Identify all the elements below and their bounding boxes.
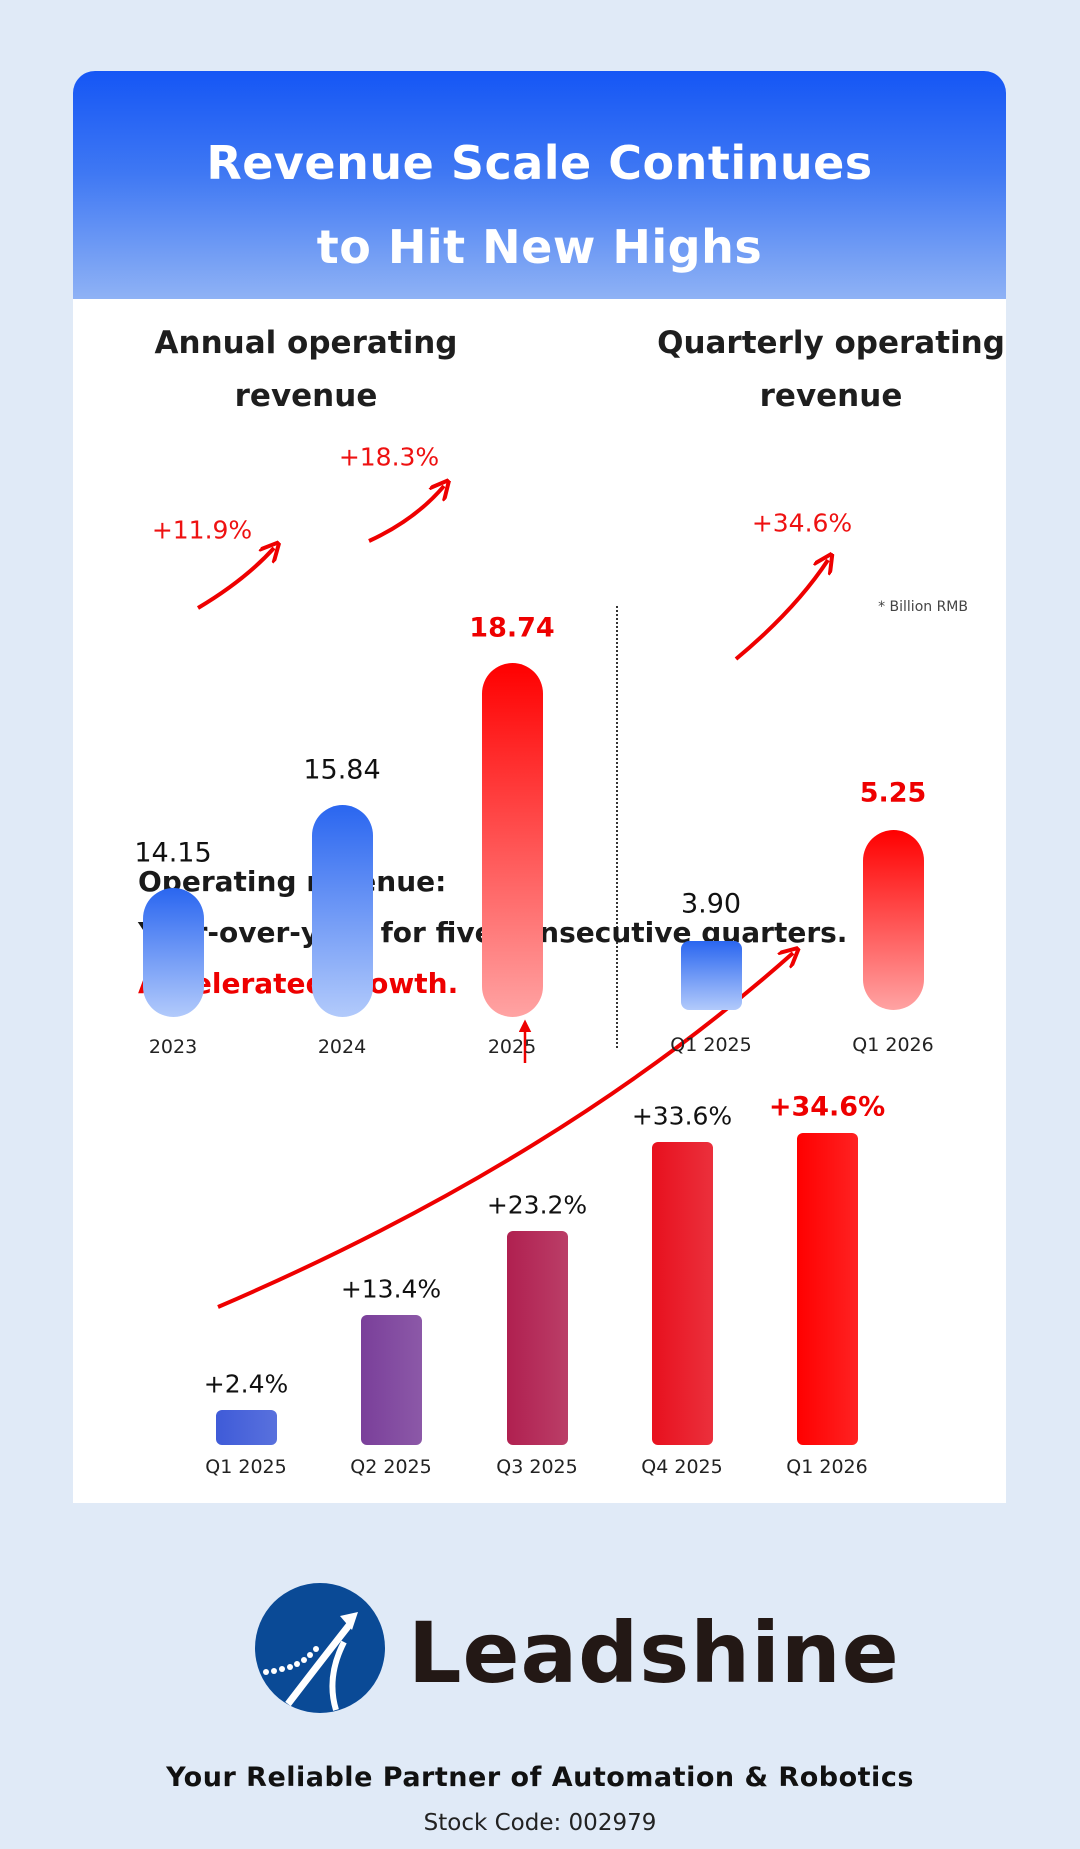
leadshine-logo-icon	[255, 1583, 385, 1713]
stock-code: Stock Code: 002979	[423, 1810, 657, 1836]
yoy-bar-Q1 2025	[216, 1410, 277, 1445]
annual-x-label: 2024	[317, 1036, 367, 1058]
yoy-value-label: +13.4%	[340, 1274, 442, 1304]
annual-bar-2023	[143, 888, 204, 1017]
growth-arrow-quarterly	[734, 560, 828, 661]
annual-bar-2024	[312, 805, 373, 1017]
annual-x-label: 2025	[487, 1036, 537, 1058]
yoy-value-label: +33.6%	[631, 1101, 733, 1131]
yoy-x-label: Q3 2025	[496, 1456, 578, 1478]
annual-heading-line-1: Annual operating	[154, 325, 458, 361]
annual-x-label: 2023	[148, 1036, 198, 1058]
yoy-value-label: +2.4%	[203, 1369, 289, 1399]
header-banner: Revenue Scale Continues to Hit New Highs	[73, 71, 1006, 299]
quarterly-heading: Quarterly operating revenue	[651, 317, 1006, 423]
yoy-x-label: Q1 2025	[205, 1456, 287, 1478]
yoy-bar-Q1 2026	[797, 1133, 858, 1445]
quarterly-growth-label: +34.6%	[751, 508, 853, 538]
quarterly-x-label: Q1 2025	[670, 1034, 752, 1056]
yoy-x-label: Q4 2025	[641, 1456, 723, 1478]
annual-value-label: 18.74	[469, 612, 555, 644]
quarterly-heading-line-1: Quarterly operating	[657, 325, 1005, 361]
quarterly-bar-Q1 2026	[863, 830, 924, 1010]
quarterly-heading-line-2: revenue	[759, 378, 903, 414]
unit-note: * Billion RMB	[878, 599, 968, 615]
yoy-value-label: +34.6%	[768, 1091, 886, 1123]
yoy-x-label: Q1 2026	[786, 1456, 868, 1478]
yoy-value-label: +23.2%	[486, 1190, 588, 1220]
annual-value-label: 15.84	[303, 754, 381, 786]
growth-arrow-2023-2024	[196, 548, 274, 610]
annual-value-label: 14.15	[134, 837, 212, 869]
infographic-card: Revenue Scale Continues to Hit New Highs…	[73, 71, 1006, 1503]
yoy-bar-Q3 2025	[507, 1231, 568, 1445]
title-line-2: to Hit New Highs	[316, 220, 763, 274]
annual-growth-label: +18.3%	[338, 442, 440, 472]
growth-arrow-2024-2025	[368, 486, 444, 543]
quarterly-bar-Q1 2025	[681, 941, 742, 1010]
quarterly-value-label: 3.90	[680, 888, 742, 920]
page-title: Revenue Scale Continues to Hit New Highs	[73, 121, 1006, 289]
tagline: Your Reliable Partner of Automation & Ro…	[166, 1762, 914, 1793]
brand-name: Leadshine	[408, 1604, 900, 1702]
yoy-x-label: Q2 2025	[350, 1456, 432, 1478]
annual-heading-line-2: revenue	[234, 378, 378, 414]
yoy-bar-Q2 2025	[361, 1315, 422, 1445]
annual-growth-label: +11.9%	[151, 515, 253, 545]
annual-heading: Annual operating revenue	[126, 317, 486, 423]
annual-bar-2025	[482, 663, 543, 1017]
dotted-divider	[616, 606, 618, 1048]
quarterly-x-label: Q1 2026	[852, 1034, 934, 1056]
title-line-1: Revenue Scale Continues	[206, 136, 873, 190]
accelerated-growth-curve	[217, 953, 793, 1309]
yoy-bar-Q4 2025	[652, 1141, 713, 1445]
quarterly-value-label: 5.25	[859, 777, 927, 809]
